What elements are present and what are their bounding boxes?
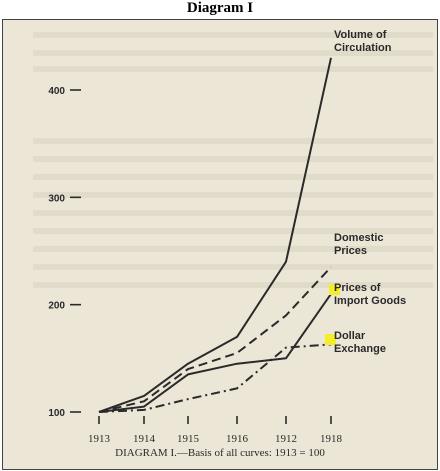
line-chart: 100 200 300 400 1913 1914 1915 1916 1912 1918 Vo… bbox=[48, 29, 406, 459]
series-line-1 bbox=[98, 266, 332, 413]
x-tick-label-1916: 1916 bbox=[226, 433, 249, 445]
y-tick-label-300: 300 bbox=[48, 193, 65, 204]
series-label-2-line-1: Import Goods bbox=[334, 295, 406, 307]
series-label-1-line-0: Domestic bbox=[334, 232, 384, 244]
series-label-0-line-1: Circulation bbox=[334, 42, 392, 54]
x-tick-label-1913: 1913 bbox=[88, 433, 111, 445]
y-axis: 100 200 300 400 bbox=[48, 86, 81, 419]
series-line-0 bbox=[98, 57, 332, 413]
x-tick-label-1915: 1915 bbox=[177, 433, 200, 445]
y-tick-label-100: 100 bbox=[48, 408, 65, 419]
y-tick-label-200: 200 bbox=[48, 301, 65, 312]
series-label-1-line-1: Prices bbox=[334, 245, 367, 257]
series-lines bbox=[98, 57, 332, 413]
chart-caption: DIAGRAM I.—Basis of all curves: 1913 = 1… bbox=[115, 447, 325, 459]
x-tick-label-1918: 1918 bbox=[320, 433, 343, 445]
label-highlight-2 bbox=[329, 284, 340, 295]
series-label-3-line-0: Dollar bbox=[334, 330, 366, 342]
x-tick-label-1914: 1914 bbox=[133, 433, 156, 445]
series-label-3-line-1: Exchange bbox=[334, 343, 386, 355]
series-label-2-line-0: Prices of bbox=[334, 282, 381, 294]
series-line-3 bbox=[98, 343, 332, 413]
label-highlight-3 bbox=[325, 334, 336, 345]
series-line-2 bbox=[98, 293, 332, 413]
x-axis: 1913 1914 1915 1916 1912 1918 bbox=[88, 416, 343, 445]
diagram-title: Diagram I bbox=[186, 0, 254, 16]
chart-frame: 100 200 300 400 1913 1914 1915 1916 1912 1918 Vo… bbox=[2, 19, 438, 470]
x-tick-label-1912: 1912 bbox=[275, 433, 297, 445]
y-tick-label-400: 400 bbox=[48, 86, 65, 97]
series-label-0-line-0: Volume of bbox=[334, 29, 387, 41]
